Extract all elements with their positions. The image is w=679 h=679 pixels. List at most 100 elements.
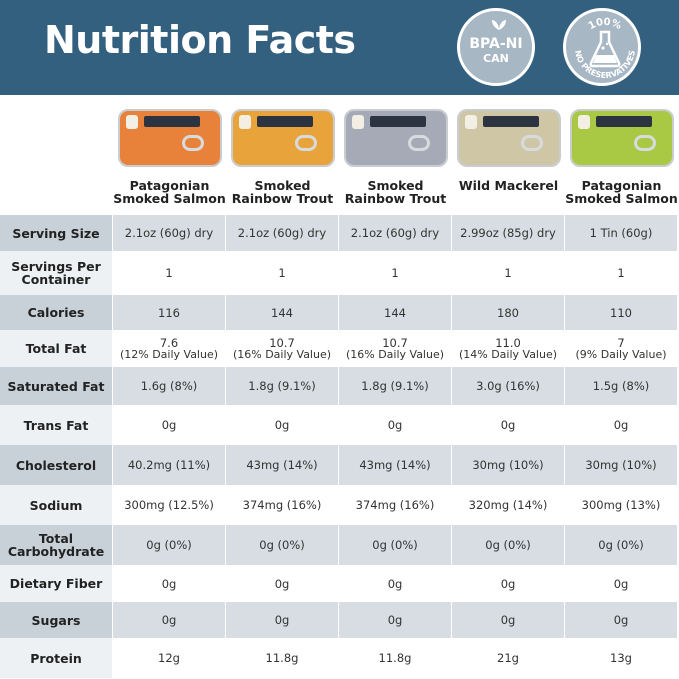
table-cell: 7.6 (12% Daily Value) bbox=[113, 330, 226, 367]
cell-value: 1.6g (8%) bbox=[140, 379, 198, 393]
table-cell: 0g bbox=[565, 405, 678, 445]
table-cell: 1.5g (8%) bbox=[565, 367, 678, 405]
product-column-3: Smoked Rainbow Trout bbox=[339, 95, 452, 215]
table-cell: 1 bbox=[452, 251, 565, 295]
table-cell: 0g bbox=[339, 602, 452, 638]
cell-daily-value: (16% Daily Value) bbox=[345, 347, 445, 361]
cell-value: 11.8g bbox=[378, 651, 412, 665]
table-cell: 1 Tin (60g) bbox=[565, 215, 678, 251]
table-cell: 0g bbox=[226, 405, 339, 445]
table-row: Servings Per Container 1 1 1 1 1 bbox=[0, 251, 679, 295]
table-cell: 0g bbox=[339, 405, 452, 445]
table-cell: 300mg (12.5%) bbox=[113, 485, 226, 525]
row-label: Protein bbox=[0, 638, 113, 678]
cell-value: 7 bbox=[617, 335, 625, 350]
row-label: Total Carbohydrate bbox=[0, 525, 113, 565]
cell-value: 0g bbox=[387, 418, 403, 432]
table-cell: 1.8g (9.1%) bbox=[226, 367, 339, 405]
table-row: Sodium 300mg (12.5%) 374mg (16%) 374mg (16%… bbox=[0, 485, 679, 525]
row-label: Dietary Fiber bbox=[0, 565, 113, 602]
product-can-image bbox=[231, 109, 335, 167]
table-cell: 12g bbox=[113, 638, 226, 678]
cell-value: 1 bbox=[617, 266, 625, 280]
cell-value: 0g bbox=[500, 576, 516, 591]
product-name: Smoked Rainbow Trout bbox=[344, 178, 447, 206]
table-cell: 0g bbox=[226, 565, 339, 602]
product-can-image bbox=[344, 109, 448, 167]
cell-value: 0g (0%) bbox=[598, 538, 644, 552]
product-name: Patagonian Smoked Salmon bbox=[113, 178, 226, 206]
table-row: Serving Size 2.1oz (60g) dry 2.1oz (60g) d… bbox=[0, 215, 679, 251]
table-cell: 0g (0%) bbox=[339, 525, 452, 565]
cell-value: 1 Tin (60g) bbox=[589, 226, 653, 240]
cell-value: 12g bbox=[158, 651, 180, 665]
product-can-image bbox=[570, 109, 674, 167]
table-cell: 1 bbox=[226, 251, 339, 295]
cell-daily-value: (9% Daily Value) bbox=[575, 347, 667, 361]
product-column-2: Smoked Rainbow Trout bbox=[226, 95, 339, 215]
cell-value: 10.7 bbox=[269, 335, 295, 350]
cell-value: 0g bbox=[161, 576, 177, 591]
table-row: Sugars 0g 0g 0g 0g 0g bbox=[0, 602, 679, 638]
badge-bpa-line2: CAN bbox=[483, 51, 509, 65]
cell-value: 0g (0%) bbox=[146, 538, 192, 552]
table-cell: 0g (0%) bbox=[565, 525, 678, 565]
table-cell: 1.6g (8%) bbox=[113, 367, 226, 405]
cell-value: 1.5g (8%) bbox=[592, 379, 650, 393]
table-cell: 0g bbox=[113, 565, 226, 602]
table-cell: 2.1oz (60g) dry bbox=[113, 215, 226, 251]
table-cell: 116 bbox=[113, 295, 226, 330]
table-cell: 0g bbox=[452, 602, 565, 638]
table-cell: 30mg (10%) bbox=[452, 445, 565, 485]
no-preservatives-badge: 100% NO PRESERVATIVES bbox=[563, 8, 641, 86]
row-label: Cholesterol bbox=[0, 445, 113, 485]
table-cell: 374mg (16%) bbox=[339, 485, 452, 525]
table-cell: 0g bbox=[452, 565, 565, 602]
cell-value: 2.1oz (60g) dry bbox=[124, 226, 214, 240]
product-column-5: Patagonian Smoked Salmon bbox=[565, 95, 678, 215]
table-cell: 144 bbox=[339, 295, 452, 330]
row-label: Total Fat bbox=[0, 330, 113, 367]
flask-icon bbox=[589, 30, 621, 68]
cell-value: 374mg (16%) bbox=[355, 498, 435, 512]
table-cell: 2.99oz (85g) dry bbox=[452, 215, 565, 251]
page-title: Nutrition Facts bbox=[44, 18, 356, 62]
leaf-icon bbox=[492, 20, 506, 30]
bpa-ni-badge: BPA-NI CAN bbox=[457, 8, 535, 86]
cell-value: 0g bbox=[387, 576, 403, 591]
cell-value: 2.99oz (85g) dry bbox=[460, 226, 556, 240]
table-cell: 0g (0%) bbox=[452, 525, 565, 565]
table-cell: 2.1oz (60g) dry bbox=[226, 215, 339, 251]
table-row: Cholesterol 40.2mg (11%) 43mg (14%) 43mg (1… bbox=[0, 445, 679, 485]
cell-value: 0g bbox=[274, 613, 290, 627]
cell-daily-value: (12% Daily Value) bbox=[119, 347, 219, 361]
product-name: Wild Mackerel bbox=[458, 178, 559, 193]
svg-text:100%: 100% bbox=[587, 17, 623, 32]
table-cell: 13g bbox=[565, 638, 678, 678]
table-cell: 0g bbox=[565, 602, 678, 638]
cell-value: 7.6 bbox=[159, 335, 179, 350]
table-cell: 144 bbox=[226, 295, 339, 330]
cell-value: 300mg (13%) bbox=[581, 498, 661, 512]
cell-value: 0g bbox=[387, 613, 403, 627]
cell-value: 2.1oz (60g) dry bbox=[237, 226, 327, 240]
header-banner: Nutrition Facts BPA-NI CAN 100% NO PRESE… bbox=[0, 0, 679, 95]
table-cell: 1 bbox=[113, 251, 226, 295]
table-cell: 43mg (14%) bbox=[339, 445, 452, 485]
table-row: Saturated Fat 1.6g (8%) 1.8g (9.1%) 1.8g (9… bbox=[0, 367, 679, 405]
cell-value: 300mg (12.5%) bbox=[124, 498, 214, 512]
cell-value: 1 bbox=[391, 266, 399, 280]
cell-value: 30mg (10%) bbox=[472, 458, 544, 472]
table-cell: 43mg (14%) bbox=[226, 445, 339, 485]
cell-value: 0g bbox=[613, 418, 629, 432]
table-row: Trans Fat 0g 0g 0g 0g 0g bbox=[0, 405, 679, 445]
table-cell: 0g (0%) bbox=[113, 525, 226, 565]
table-cell: 2.1oz (60g) dry bbox=[339, 215, 452, 251]
cell-value: 30mg (10%) bbox=[585, 458, 657, 472]
table-cell: 0g bbox=[565, 565, 678, 602]
table-cell: 180 bbox=[452, 295, 565, 330]
table-cell: 320mg (14%) bbox=[452, 485, 565, 525]
table-row: Total Carbohydrate 0g (0%) 0g (0%) 0g (0%) 0… bbox=[0, 525, 679, 565]
badge-bpa-line1: BPA-NI bbox=[469, 35, 523, 52]
cell-daily-value: (14% Daily Value) bbox=[458, 347, 558, 361]
